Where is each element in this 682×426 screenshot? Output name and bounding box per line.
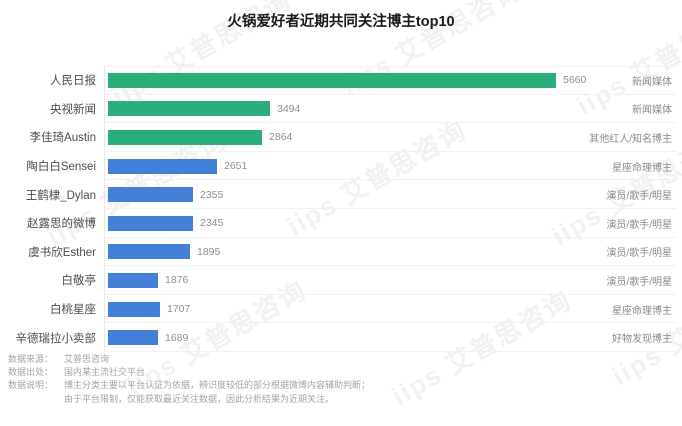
chart-row: 白桃星座 1707 星座命理博主 bbox=[0, 295, 682, 324]
bar bbox=[108, 129, 262, 145]
value-label: 5660 bbox=[563, 74, 587, 87]
blogger-name-label: 白桃星座 bbox=[50, 304, 96, 317]
bar-track: 1895 bbox=[104, 244, 682, 260]
footnote-text: 艾普思咨询 bbox=[64, 354, 110, 364]
blogger-name-label: 辛德瑞拉小卖部 bbox=[15, 332, 97, 345]
blogger-name-label: 陶白白Sensei bbox=[26, 161, 96, 174]
blogger-name-label: 李佳琦Austin bbox=[29, 132, 96, 145]
value-label: 1707 bbox=[167, 303, 191, 316]
chart-row: 陶白白Sensei 2651 星座命理博主 bbox=[0, 152, 682, 181]
bar-track: 1707 bbox=[104, 301, 682, 317]
chart-row: 人民日报 5660 新闻媒体 bbox=[0, 66, 682, 95]
footnote-label: 数据来源： bbox=[8, 354, 54, 364]
blogger-name-label: 央视新闻 bbox=[50, 103, 96, 116]
category-label: 演员/歌手/明星 bbox=[606, 191, 672, 203]
value-label: 2355 bbox=[200, 188, 224, 201]
bar-track: 1689 bbox=[104, 330, 682, 346]
value-label: 2864 bbox=[269, 131, 293, 144]
value-label: 2345 bbox=[200, 217, 224, 230]
bar bbox=[108, 101, 270, 117]
footnote-label: 数据出处： bbox=[8, 367, 54, 378]
bar-track: 2864 bbox=[104, 129, 682, 145]
bar-track: 2345 bbox=[104, 215, 682, 231]
blogger-name-label: 白敬亭 bbox=[61, 275, 97, 288]
bar bbox=[108, 330, 158, 346]
footnote-row: 数据出处： 国内某主流社交平台 bbox=[8, 366, 674, 379]
bar-track: 2355 bbox=[104, 187, 682, 203]
bar-track: 3494 bbox=[104, 101, 682, 117]
category-label: 演员/歌手/明星 bbox=[606, 248, 672, 260]
value-label: 1689 bbox=[165, 331, 189, 344]
footnote-row: 数据说明： 博主分类主要以平台认证为依据，辨识度较低的部分根据微博内容辅助判断； bbox=[8, 379, 674, 392]
blogger-name-label: 王鹤棣_Dylan bbox=[25, 189, 96, 202]
chart-row: 白敬亭 1876 演员/歌手/明星 bbox=[0, 266, 682, 295]
category-label: 新闻媒体 bbox=[632, 105, 672, 117]
footnote-label: 数据说明： bbox=[8, 380, 54, 391]
chart-rows: 人民日报 5660 新闻媒体 央视新闻 3494 新闻媒体 李佳琦Austin 2864 其他红… bbox=[0, 66, 682, 352]
bar bbox=[108, 301, 160, 317]
chart-row: 李佳琦Austin 2864 其他红人/知名博主 bbox=[0, 123, 682, 152]
y-axis-line bbox=[104, 66, 105, 352]
chart-title: 火锅爱好者近期共同关注博主top10 bbox=[227, 14, 455, 30]
value-label: 1876 bbox=[165, 274, 189, 287]
footnotes: 数据来源： 艾普思咨询 数据出处： 国内某主流社交平台 数据说明： 博主分类主要以平台认证… bbox=[8, 353, 674, 406]
category-label: 其他红人/知名博主 bbox=[589, 133, 672, 145]
bar bbox=[108, 215, 193, 231]
chart-row: 央视新闻 3494 新闻媒体 bbox=[0, 95, 682, 124]
category-label: 好物发现博主 bbox=[612, 334, 672, 346]
footnote-label bbox=[8, 393, 64, 406]
bar bbox=[108, 158, 217, 174]
blogger-name-label: 人民日报 bbox=[50, 75, 96, 88]
bar bbox=[108, 272, 158, 288]
category-label: 新闻媒体 bbox=[632, 76, 672, 88]
value-label: 1895 bbox=[197, 245, 221, 258]
bar bbox=[108, 187, 193, 203]
bar-track: 1876 bbox=[104, 272, 682, 288]
value-label: 2651 bbox=[224, 160, 248, 173]
footnote-text: 国内某主流社交平台 bbox=[64, 367, 146, 378]
value-label: 3494 bbox=[277, 102, 301, 115]
footnote-text: 由于平台限制，仅能获取最近关注数据，因此分析结果为近期关注。 bbox=[64, 393, 335, 404]
chart-row: 王鹤棣_Dylan 2355 演员/歌手/明星 bbox=[0, 180, 682, 209]
bar-chart: 人民日报 5660 新闻媒体 央视新闻 3494 新闻媒体 李佳琦Austin 2864 其他红… bbox=[0, 66, 682, 352]
blogger-name-label: 赵露思的微博 bbox=[27, 218, 96, 231]
bar bbox=[108, 244, 190, 260]
bar-track: 2651 bbox=[104, 158, 682, 174]
category-label: 星座命理博主 bbox=[612, 305, 672, 317]
chart-row: 虞书欣Esther 1895 演员/歌手/明星 bbox=[0, 238, 682, 267]
blogger-name-label: 虞书欣Esther bbox=[28, 246, 96, 259]
footnote-row: 数据来源： 艾普思咨询 bbox=[8, 353, 674, 366]
bar-track: 5660 bbox=[104, 72, 682, 88]
category-label: 星座命理博主 bbox=[612, 162, 672, 174]
footnote-row: 由于平台限制，仅能获取最近关注数据，因此分析结果为近期关注。 bbox=[8, 393, 674, 406]
bar bbox=[108, 72, 556, 88]
chart-row: 辛德瑞拉小卖部 1689 好物发现博主 bbox=[0, 323, 682, 352]
footnote-text: 博主分类主要以平台认证为依据，辨识度较低的部分根据微博内容辅助判断； bbox=[64, 380, 371, 391]
chart-row: 赵露思的微博 2345 演员/歌手/明星 bbox=[0, 209, 682, 238]
category-label: 演员/歌手/明星 bbox=[606, 219, 672, 231]
category-label: 演员/歌手/明星 bbox=[606, 276, 672, 288]
